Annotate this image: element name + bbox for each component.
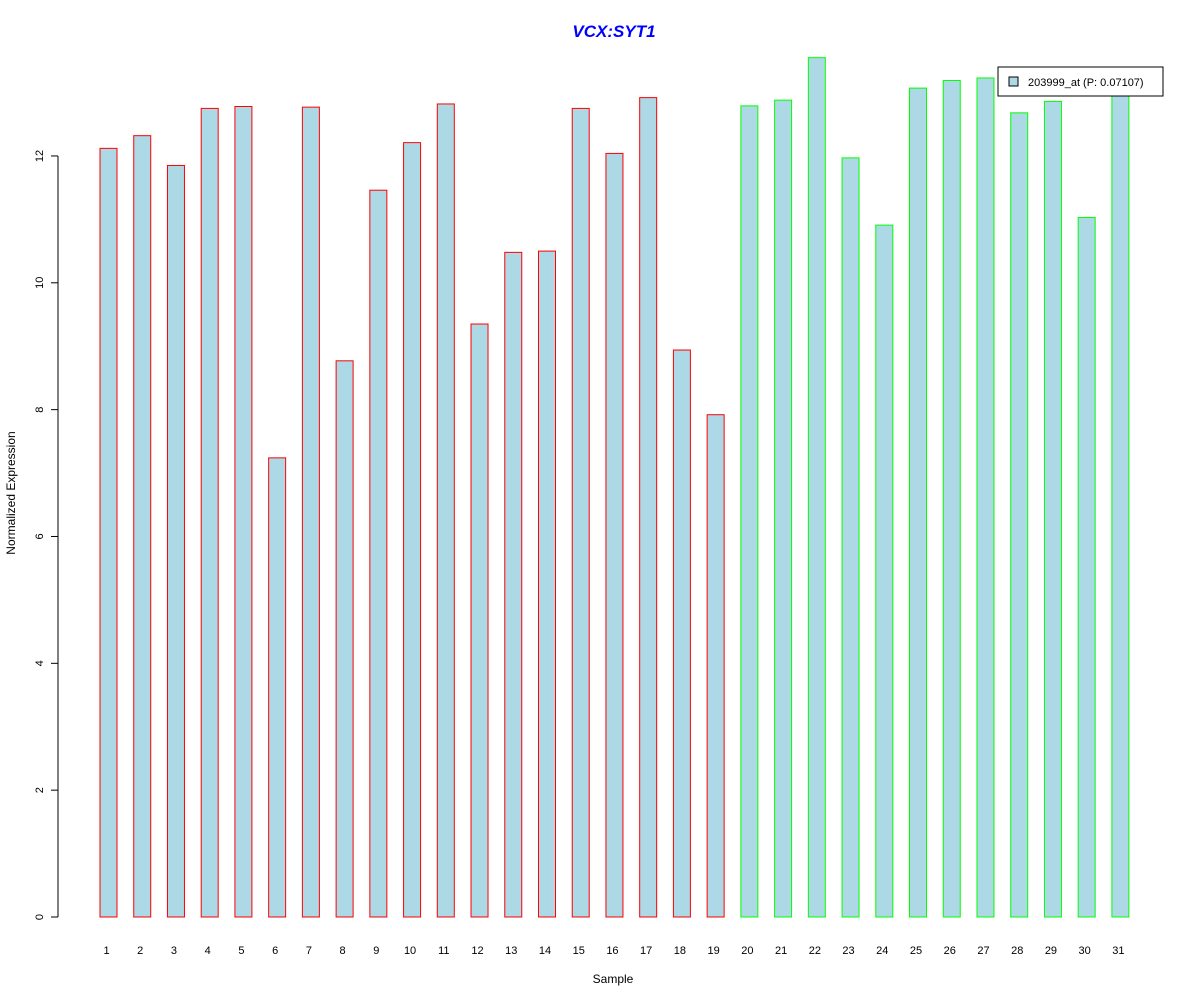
y-tick-label: 6 [34,533,46,539]
bar-sample-31 [1111,92,1130,918]
bar-sample-4 [200,107,219,918]
bar-sample-27 [976,77,995,918]
bar-sample-6 [268,457,287,918]
x-tick-label: 29 [1045,945,1057,957]
legend-swatch [1008,76,1019,87]
x-tick-label: 10 [404,945,416,957]
legend: 203999_at (P: 0.07107) [997,66,1164,97]
x-tick-label: 11 [438,945,449,957]
x-tick-label: 23 [842,945,854,957]
bar-sample-5 [234,105,253,918]
bar-sample-18 [672,349,691,918]
bar-sample-3 [166,164,185,918]
x-tick-label: 30 [1079,945,1091,957]
x-tick-label: 22 [809,945,821,957]
bar-sample-2 [133,135,152,918]
x-tick-label: 1 [103,945,109,957]
x-tick-label: 18 [674,945,686,957]
x-tick-label: 24 [876,945,888,957]
bar-sample-22 [807,57,826,918]
legend-box [997,66,1164,97]
bar-sample-14 [537,250,556,918]
y-tick-label: 12 [34,150,46,162]
bar-sample-29 [1043,100,1062,918]
x-tick-label: 25 [910,945,922,957]
bar-sample-20 [740,105,759,918]
y-tick-label: 8 [34,407,46,413]
x-tick-label: 28 [1011,945,1023,957]
x-axis-label: Sample [593,972,634,986]
x-tick-label: 6 [272,945,278,957]
y-tick-label: 4 [34,660,46,666]
x-tick-label: 13 [505,945,517,957]
bar-sample-21 [774,99,793,918]
y-axis: 0 2 4 6 8 10 12 [34,150,59,920]
x-tick-label: 15 [573,945,585,957]
y-tick-label: 10 [34,277,46,289]
x-tick-label: 21 [775,945,787,957]
x-tick-label: 3 [171,945,177,957]
bar-sample-19 [706,414,725,918]
bar-sample-17 [639,97,658,918]
bar-sample-1 [99,147,118,918]
x-tick-label: 8 [340,945,346,957]
x-tick-label: 9 [373,945,379,957]
legend-label: 203999_at (P: 0.07107) [1028,77,1144,89]
bar-sample-8 [335,360,354,918]
x-tick-label: 4 [205,945,211,957]
x-tick-labels: 1 2 3 4 5 6 7 8 9 10 11 12 13 14 15 16 17 18 19 20 21 22 23 24 2… [103,945,1124,957]
bar-sample-26 [942,79,961,918]
bar-sample-15 [571,107,590,918]
y-tick-label: 2 [34,787,46,793]
bar-sample-13 [504,251,523,918]
x-tick-label: 26 [944,945,956,957]
x-tick-label: 16 [606,945,618,957]
x-tick-label: 12 [471,945,483,957]
x-tick-label: 19 [708,945,720,957]
y-axis-label: Normalized Expression [4,431,18,554]
x-tick-label: 5 [238,945,244,957]
bar-sample-24 [875,224,894,918]
bar-sample-28 [1010,112,1029,918]
bars-group [99,57,1130,918]
bar-sample-16 [605,152,624,918]
bar-sample-10 [403,142,422,918]
bar-sample-23 [841,157,860,918]
bar-sample-7 [301,106,320,918]
x-tick-label: 20 [741,945,753,957]
x-tick-label: 2 [137,945,143,957]
chart-title: VCX:SYT1 [572,22,655,41]
x-tick-label: 27 [977,945,989,957]
x-tick-label: 14 [539,945,551,957]
bar-sample-30 [1077,216,1096,918]
bar-sample-11 [436,103,455,918]
bar-sample-25 [909,87,928,918]
x-tick-label: 7 [306,945,312,957]
bar-sample-9 [369,189,388,918]
x-tick-label: 31 [1112,945,1124,957]
x-tick-label: 17 [640,945,652,957]
bar-sample-12 [470,323,489,918]
y-tick-label: 0 [34,914,46,920]
